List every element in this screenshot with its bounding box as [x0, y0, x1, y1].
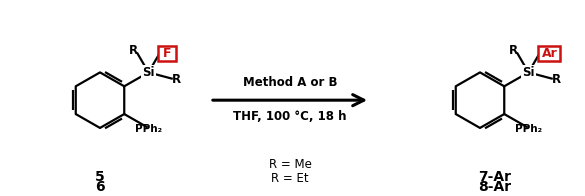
Text: 5: 5 [95, 170, 105, 183]
Bar [159, 46, 177, 61]
Text: R: R [172, 73, 181, 86]
Text: R: R [552, 73, 561, 86]
Text: 8-Ar: 8-Ar [479, 181, 511, 194]
Text: Si: Si [522, 66, 535, 79]
Text: R: R [509, 44, 518, 57]
Text: 7-Ar: 7-Ar [479, 170, 511, 183]
Text: PPh₂: PPh₂ [515, 124, 542, 134]
Text: Method A or B: Method A or B [243, 76, 337, 89]
Bar [539, 46, 560, 61]
Text: 6: 6 [95, 181, 105, 194]
Text: R = Et: R = Et [271, 172, 309, 185]
Text: R = Me: R = Me [269, 158, 311, 171]
Text: THF, 100 °C, 18 h: THF, 100 °C, 18 h [233, 110, 347, 122]
Text: PPh₂: PPh₂ [135, 124, 162, 134]
Text: R: R [129, 44, 138, 57]
Text: F: F [163, 47, 172, 60]
Text: Ar: Ar [542, 47, 558, 60]
Text: Si: Si [142, 66, 155, 79]
